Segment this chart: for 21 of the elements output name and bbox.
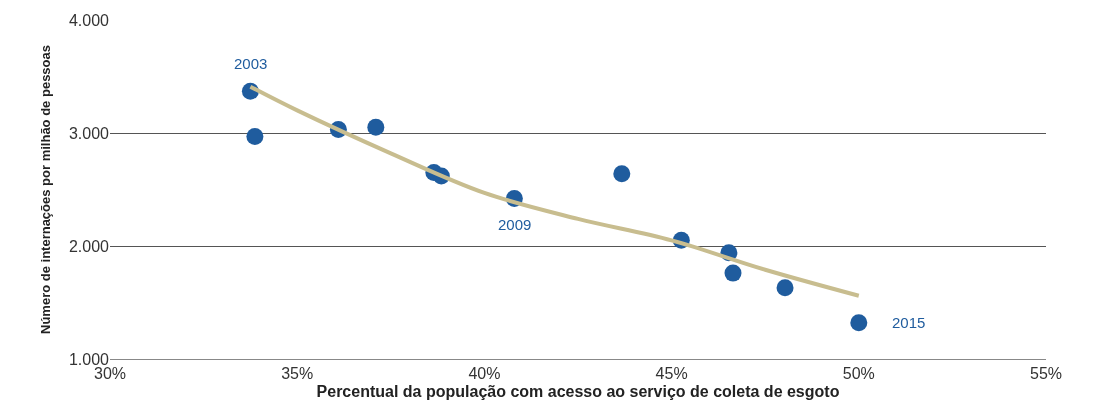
point xyxy=(367,118,385,136)
point xyxy=(850,314,868,332)
x-axis-title: Percentual da população com acesso ao serviço de coleta de esgoto xyxy=(316,382,840,400)
point xyxy=(724,264,742,282)
y-tick-label: 1.000 xyxy=(68,350,110,368)
point xyxy=(776,279,794,297)
y-tick-label: 4.000 xyxy=(68,11,110,29)
point xyxy=(613,165,631,183)
y-tick-label: 3.000 xyxy=(68,124,110,142)
annotation: 2009 xyxy=(498,216,532,233)
x-tick-label: 35% xyxy=(281,365,314,383)
y-tick-label: 2.000 xyxy=(68,237,110,255)
annotation: 2003 xyxy=(234,55,268,72)
x-tick-label: 55% xyxy=(1029,365,1063,383)
annotation: 2015 xyxy=(892,314,926,331)
x-tick-label: 30% xyxy=(93,365,127,383)
point xyxy=(246,127,264,145)
x-tick-label: 50% xyxy=(842,365,875,383)
x-tick-label: 40% xyxy=(468,365,501,383)
x-tick-label: 45% xyxy=(655,365,688,383)
y-axis-title: Número de internações por milhão de pessoas xyxy=(37,45,53,334)
